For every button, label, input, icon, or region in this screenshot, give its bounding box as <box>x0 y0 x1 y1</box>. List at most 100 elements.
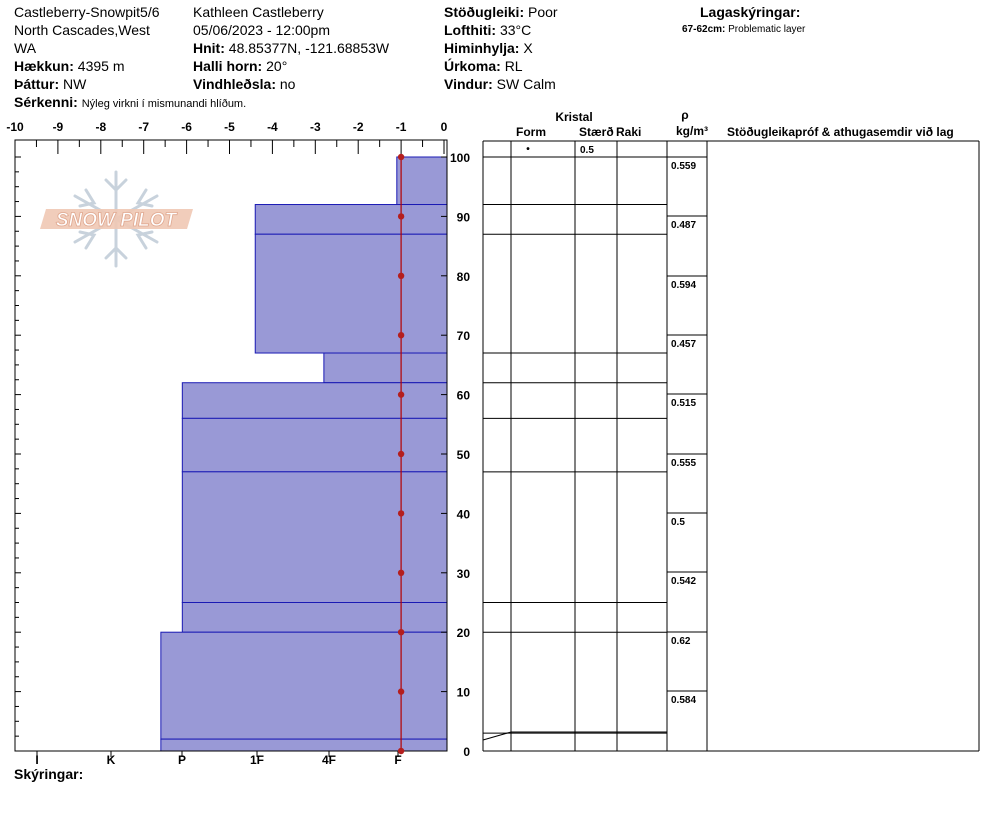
precip: Úrkoma: RL <box>444 59 523 73</box>
temperature-point <box>397 629 405 636</box>
hardness-label: K <box>107 753 116 767</box>
slope-label: Halli horn: <box>193 58 263 74</box>
wind-label: Vindur: <box>444 76 493 92</box>
form-value: • <box>526 144 530 155</box>
temp-tick-label: -6 <box>181 120 192 134</box>
form-header: Form <box>516 125 546 139</box>
precip-value: RL <box>504 58 523 74</box>
legend-entry: 67-62cm: Problematic layer <box>682 25 805 35</box>
density-value: 0.542 <box>671 576 696 587</box>
hardness-label: P <box>178 753 186 767</box>
aspect: Þáttur: NW <box>14 77 86 91</box>
plot-frame <box>14 139 448 752</box>
depth-tick-label: 10 <box>457 686 471 700</box>
temperature-point <box>397 688 405 695</box>
temp-tick-label: -10 <box>6 120 24 134</box>
notes: Sérkenni: Nýleg virkni í mismunandi hlíð… <box>14 95 246 110</box>
hardness-label: 1F <box>250 753 264 767</box>
notes-label: Sérkenni: <box>14 94 78 110</box>
hardness-label: F <box>394 753 401 767</box>
temp-tick-label: -3 <box>310 120 321 134</box>
temperature-point <box>397 569 405 576</box>
depth-tick-label: 100 <box>450 151 470 165</box>
depth-tick-label: 50 <box>457 448 471 462</box>
sky-label: Himinhylja: <box>444 40 520 56</box>
rho-header: ρ <box>681 108 688 122</box>
coords-label: Hnit: <box>193 40 225 56</box>
layer-6 <box>181 471 448 603</box>
temp-tick-label: -7 <box>138 120 149 134</box>
elevation: Hækkun: 4395 m <box>14 59 125 73</box>
layer-3 <box>323 352 448 384</box>
wind-value: SW Calm <box>496 76 556 92</box>
depth-tick-label: 90 <box>457 210 471 224</box>
layer-7 <box>181 602 448 633</box>
temp-tick-label: -8 <box>95 120 106 134</box>
moisture-header: Raki <box>616 125 641 139</box>
layer-1 <box>254 204 448 235</box>
depth-tick-label: 80 <box>457 270 471 284</box>
depth-tick-label: 30 <box>457 567 471 581</box>
aspect-value: NW <box>63 76 87 92</box>
legend-title: Lagaskýringar: <box>700 4 801 20</box>
stability-label: Stöðugleiki: <box>444 4 525 20</box>
depth-tick-label: 20 <box>457 626 471 640</box>
temp-tick-label: -4 <box>267 120 278 134</box>
temperature-point <box>397 272 405 279</box>
elevation-value: 4395 m <box>77 58 125 74</box>
logo-text: SNOW PILOT <box>56 210 178 231</box>
temperature-point <box>397 213 405 220</box>
legend-range: 67-62cm: <box>682 24 726 35</box>
crystal-header: Kristal <box>555 110 592 124</box>
coordinates: Hnit: 48.85377N, -121.68853W <box>193 41 389 55</box>
layer-9 <box>160 738 448 752</box>
temperature-point <box>397 153 405 161</box>
wind: Vindur: SW Calm <box>444 77 556 91</box>
comments-header: Stöðugleikapróf & athugasemdir við lag <box>727 125 954 139</box>
hardness-label: I <box>35 753 38 767</box>
density-value: 0.555 <box>671 458 696 469</box>
temp-tick-label: -5 <box>224 120 235 134</box>
air-temp: Lofthiti: 33°C <box>444 23 531 37</box>
temperature-point <box>397 391 405 398</box>
density-unit-header: kg/m³ <box>676 124 708 138</box>
temp-tick-label: 0 <box>441 120 448 134</box>
size-header: Stærð <box>579 125 614 139</box>
notes-value: Nýleg virkni í mismunandi hlíðum. <box>81 98 247 110</box>
wind-loading: Vindhleðsla: no <box>193 77 295 91</box>
temperature-point <box>397 450 405 458</box>
datetime: 05/06/2023 - 12:00pm <box>193 22 330 38</box>
air-temp-label: Lofthiti: <box>444 22 497 38</box>
slope: Halli horn: 20° <box>193 59 287 73</box>
depth-tick-label: 0 <box>463 745 470 759</box>
layer-5 <box>181 417 448 473</box>
temperature-point <box>397 510 405 517</box>
depth-tick-label: 60 <box>457 389 471 403</box>
layer-8 <box>160 631 448 740</box>
coords-value: 48.85377N, -121.68853W <box>228 40 390 56</box>
legend-text: Problematic layer <box>728 24 806 35</box>
density-value: 0.62 <box>671 636 691 647</box>
footer-label: Skýringar: <box>14 766 84 782</box>
depth-tick-label: 40 <box>457 507 471 521</box>
stability: Stöðugleiki: Poor <box>444 5 558 19</box>
hardness-label: 4F <box>322 753 336 767</box>
density-value: 0.584 <box>671 695 696 706</box>
wind-loading-value: no <box>279 76 296 92</box>
wind-loading-label: Vindhleðsla: <box>193 76 276 92</box>
density-value: 0.5 <box>671 517 685 528</box>
temperature-point <box>397 332 405 339</box>
density-value: 0.457 <box>671 339 696 350</box>
aspect-label: Þáttur: <box>14 76 60 92</box>
density-value: 0.487 <box>671 220 696 231</box>
air-temp-value: 33°C <box>499 22 532 38</box>
layer-2 <box>254 233 448 354</box>
temperature-point <box>397 747 405 755</box>
temp-tick-label: -2 <box>353 120 364 134</box>
depth-tick-label: 70 <box>457 329 471 343</box>
location-line1: North Cascades,West <box>14 22 150 38</box>
density-value: 0.559 <box>671 161 696 172</box>
location-line2: WA <box>14 40 37 56</box>
layer-connector <box>482 731 512 741</box>
